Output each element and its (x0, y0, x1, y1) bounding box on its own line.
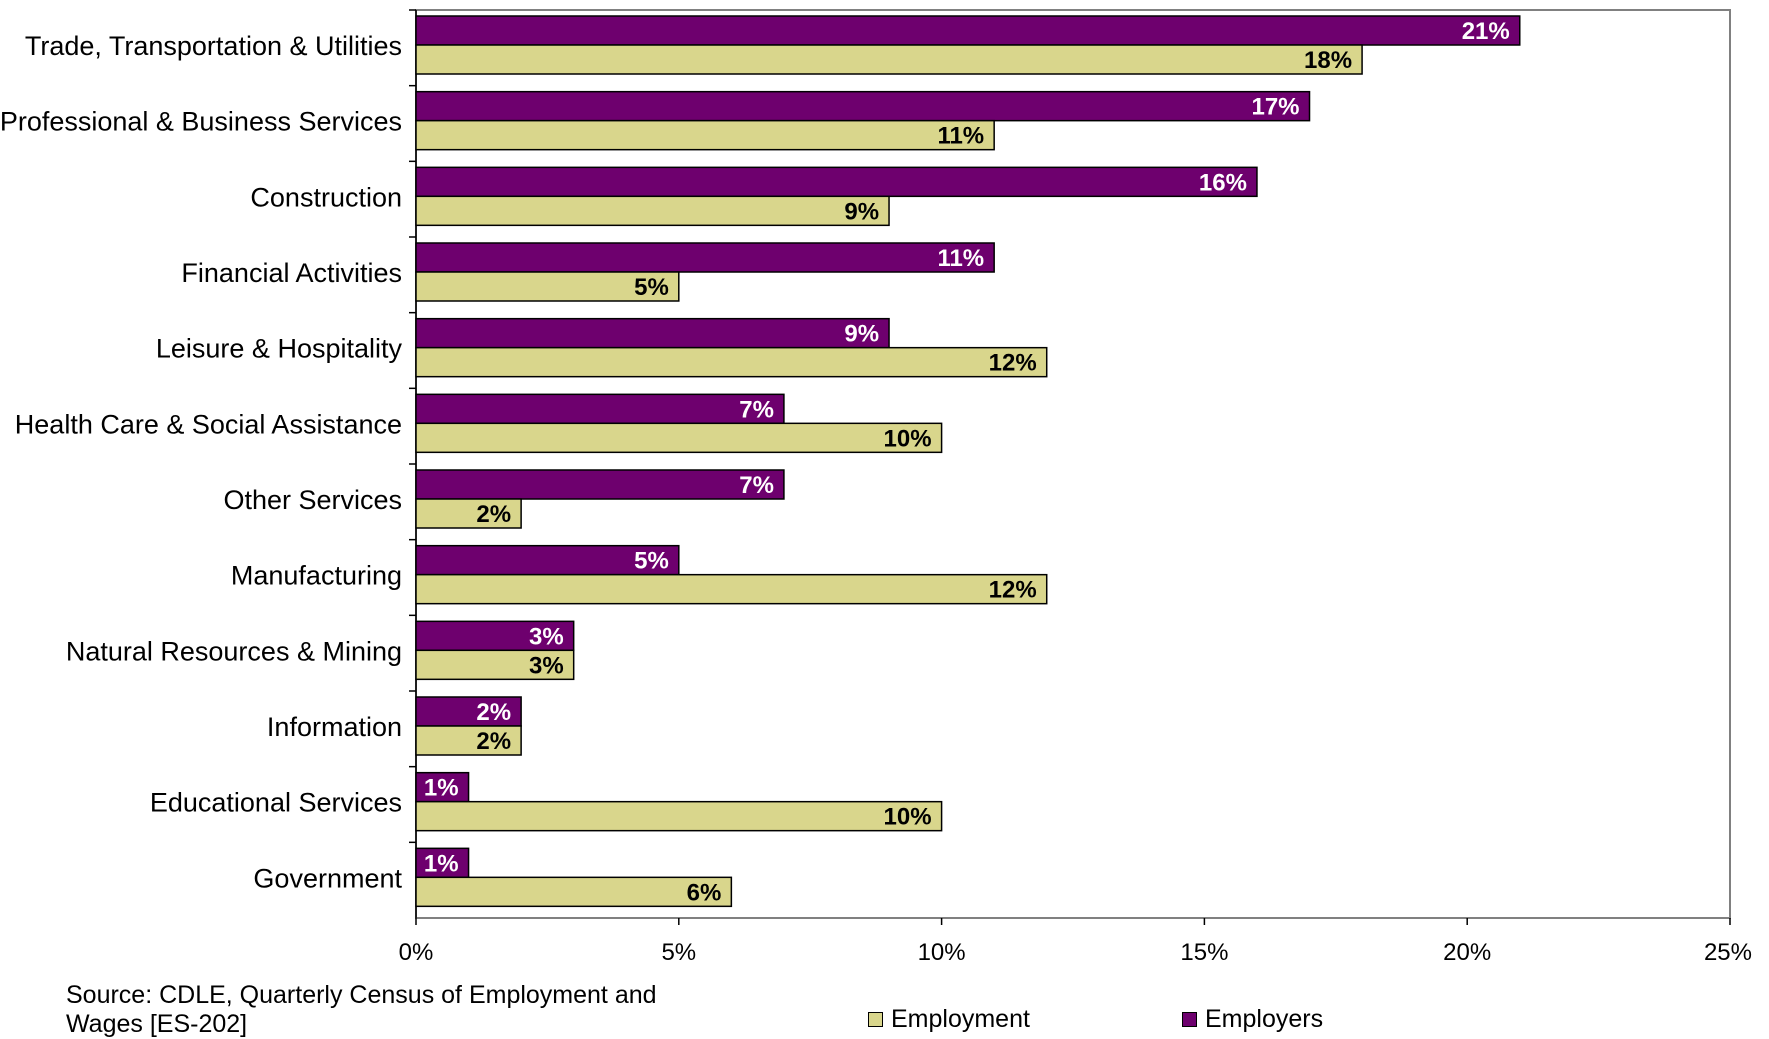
x-tick-label: 10% (918, 939, 966, 966)
category-label: Professional & Business Services (0, 107, 402, 137)
bar-employment (415, 649, 575, 681)
bar-employment (415, 800, 943, 832)
data-label-employment: 6% (687, 879, 722, 906)
bar-employment (415, 725, 522, 756)
bar-employers (415, 15, 1521, 46)
data-label-employment: 2% (476, 501, 511, 528)
bar-employers (415, 90, 1311, 122)
bar-employers (415, 393, 785, 425)
bar-employers (415, 317, 890, 349)
data-label-employers: 5% (634, 548, 669, 575)
data-label-employment: 12% (989, 350, 1037, 377)
data-label-employers: 1% (424, 775, 459, 802)
bar-employers (415, 771, 470, 803)
data-label-employers: 1% (424, 850, 459, 877)
data-label-employers: 21% (1462, 18, 1510, 45)
data-label-employment: 2% (476, 728, 511, 755)
data-label-employers: 11% (937, 245, 984, 272)
plot-frame (409, 9, 1731, 919)
bar-employment (415, 119, 995, 151)
data-label-employers: 17% (1251, 94, 1299, 121)
data-label-employers: 9% (844, 321, 879, 348)
x-tick-label: 25% (1704, 939, 1752, 966)
x-tick-label: 5% (661, 939, 696, 966)
bar-employers (415, 242, 995, 273)
data-label-employment: 11% (937, 123, 984, 150)
bar-employment (415, 346, 1048, 378)
bar-employers (415, 696, 522, 727)
legend-item-employers: Employers (1182, 1005, 1323, 1034)
x-axis-ticks: 0% 5% 10% 15% 20% 25% (399, 918, 1752, 966)
bar-employment (415, 422, 943, 454)
data-label-employers: 3% (529, 623, 564, 650)
bars-group: 21% 18%17% 11% 16% 9% 11% 5% 9% 12% 7% 10% 7% 2% 5% 12… (415, 15, 1521, 908)
bar-employers (415, 166, 1258, 198)
legend-item-employment: Employment (868, 1005, 1030, 1034)
category-label: Leisure & Hospitality (156, 334, 403, 364)
category-label: Health Care & Social Assistance (15, 409, 402, 439)
bar-employment (415, 44, 1363, 75)
bar-employment (415, 195, 890, 227)
data-label-employers: 7% (739, 396, 774, 423)
data-label-employment: 3% (529, 652, 564, 679)
data-label-employers: 2% (476, 699, 511, 726)
data-label-employers: 16% (1199, 169, 1247, 196)
legend-swatch-employment (868, 1012, 883, 1027)
bar-employers (415, 620, 575, 652)
category-label: Government (253, 863, 402, 893)
category-label: Educational Services (150, 788, 402, 818)
legend-label-employment: Employment (891, 1005, 1030, 1033)
x-tick-label: 20% (1443, 939, 1491, 966)
bar-employers (415, 469, 785, 500)
bar-employers (415, 847, 470, 879)
legend-swatch-employers (1182, 1012, 1197, 1027)
data-label-employment: 10% (884, 425, 932, 452)
source-note: Source: CDLE, Quarterly Census of Employ… (66, 981, 657, 1038)
category-label: Information (267, 712, 402, 742)
category-label: Financial Activities (181, 258, 402, 288)
data-label-employment: 9% (844, 198, 879, 225)
bar-employment (415, 876, 733, 908)
bar-employment (415, 498, 522, 529)
bar-employment (415, 271, 680, 302)
category-label: Manufacturing (231, 561, 402, 591)
legend-label-employers: Employers (1205, 1005, 1324, 1033)
category-label: Trade, Transportation & Utilities (25, 31, 402, 61)
data-label-employment: 10% (884, 804, 932, 831)
x-tick-label: 15% (1180, 939, 1228, 966)
data-label-employment: 18% (1304, 47, 1352, 74)
x-tick-label: 0% (399, 939, 434, 966)
category-label: Construction (250, 182, 402, 212)
data-label-employment: 12% (989, 577, 1037, 604)
data-label-employment: 5% (634, 274, 669, 301)
category-label: Other Services (223, 485, 402, 515)
bar-employers (415, 544, 680, 576)
category-label: Natural Resources & Mining (66, 636, 402, 666)
data-label-employers: 7% (739, 472, 774, 499)
bar-employment (415, 573, 1048, 605)
category-labels: Trade, Transportation & Utilities Profess… (0, 31, 402, 893)
